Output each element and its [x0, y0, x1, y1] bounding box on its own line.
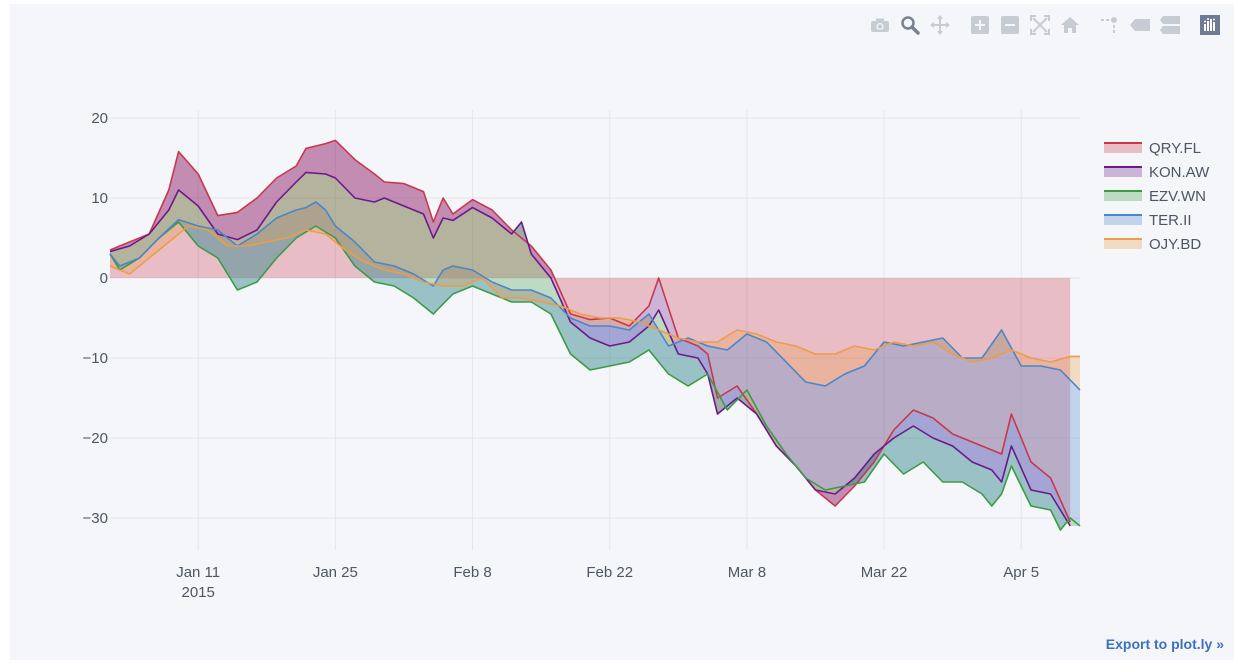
y-tick-label: −10 — [83, 350, 108, 367]
legend-swatch — [1104, 167, 1142, 177]
y-tick-label: −20 — [83, 430, 108, 447]
legend-label: OJY.BD — [1149, 236, 1201, 253]
autoscale-icon[interactable] — [1028, 14, 1052, 36]
export-link[interactable]: Export to plot.ly » — [1105, 636, 1224, 652]
y-tick-label: 10 — [91, 190, 108, 207]
legend-label: EZV.WN — [1149, 188, 1206, 205]
pan-icon[interactable] — [928, 14, 952, 36]
line-ojy-bd — [109, 225, 1080, 363]
x-tick-sublabel: 2015 — [181, 584, 214, 601]
legend-label: TER.II — [1149, 212, 1192, 229]
x-tick-label: Apr 5 — [1003, 564, 1039, 581]
y-tick-label: 20 — [91, 110, 108, 127]
zoom-in-icon[interactable] — [968, 14, 992, 36]
area-chart[interactable]: Jan 11 2015 Jan 25 Feb 8 Feb 22 Mar 8 Mar 22 Ap… — [10, 4, 1234, 660]
legend-swatch — [1104, 143, 1142, 153]
legend-label: KON.AW — [1149, 164, 1210, 181]
line-kon-aw — [109, 171, 1071, 527]
legend-item[interactable]: EZV.WN — [1104, 188, 1206, 205]
legend-item[interactable]: QRY.FL — [1104, 140, 1201, 157]
zoom-icon[interactable] — [898, 14, 922, 36]
spike-lines-icon[interactable] — [1098, 14, 1122, 36]
x-tick-label: Mar 8 — [728, 564, 766, 581]
legend: QRY.FL KON.AW EZV.WN TER.II OJY.BD — [1104, 140, 1210, 253]
legend-swatch — [1104, 215, 1142, 225]
zoom-out-icon[interactable] — [998, 14, 1022, 36]
legend-item[interactable]: TER.II — [1104, 212, 1192, 229]
legend-item[interactable]: OJY.BD — [1104, 236, 1201, 253]
legend-swatch — [1104, 191, 1142, 201]
hover-closest-icon[interactable] — [1128, 14, 1152, 36]
hover-compare-icon[interactable] — [1158, 14, 1182, 36]
plotly-logo-icon[interactable] — [1198, 14, 1222, 36]
line-ezv-wn — [109, 221, 1081, 531]
x-axis-ticks: Jan 11 2015 Jan 25 Feb 8 Feb 22 Mar 8 Mar 22 Ap… — [176, 564, 1039, 601]
line-qry-fl — [109, 139, 1071, 523]
modebar — [862, 14, 1222, 36]
grid-lines — [110, 110, 1080, 550]
y-axis-ticks: 20 10 0 −10 −20 −30 — [83, 110, 108, 527]
home-icon[interactable] — [1058, 14, 1082, 36]
y-tick-label: 0 — [100, 270, 108, 287]
area-qry-fl — [110, 140, 1071, 522]
area-ojy-bd — [110, 202, 1080, 390]
camera-icon[interactable] — [868, 14, 892, 36]
x-tick-label: Feb 22 — [586, 564, 633, 581]
x-tick-label: Jan 25 — [313, 564, 358, 581]
y-tick-label: −30 — [83, 510, 108, 527]
series-lines — [109, 139, 1081, 531]
x-tick-label: Jan 11 — [176, 564, 220, 581]
area-ter-ii — [110, 202, 1080, 530]
x-tick-label: Feb 8 — [453, 564, 491, 581]
plot-frame: Jan 11 2015 Jan 25 Feb 8 Feb 22 Mar 8 Mar 22 Ap… — [10, 4, 1234, 660]
x-tick-label: Mar 22 — [861, 564, 908, 581]
legend-swatch — [1104, 239, 1142, 249]
legend-item[interactable]: KON.AW — [1104, 164, 1210, 181]
area-kon-aw — [110, 140, 1071, 526]
legend-label: QRY.FL — [1149, 140, 1201, 157]
